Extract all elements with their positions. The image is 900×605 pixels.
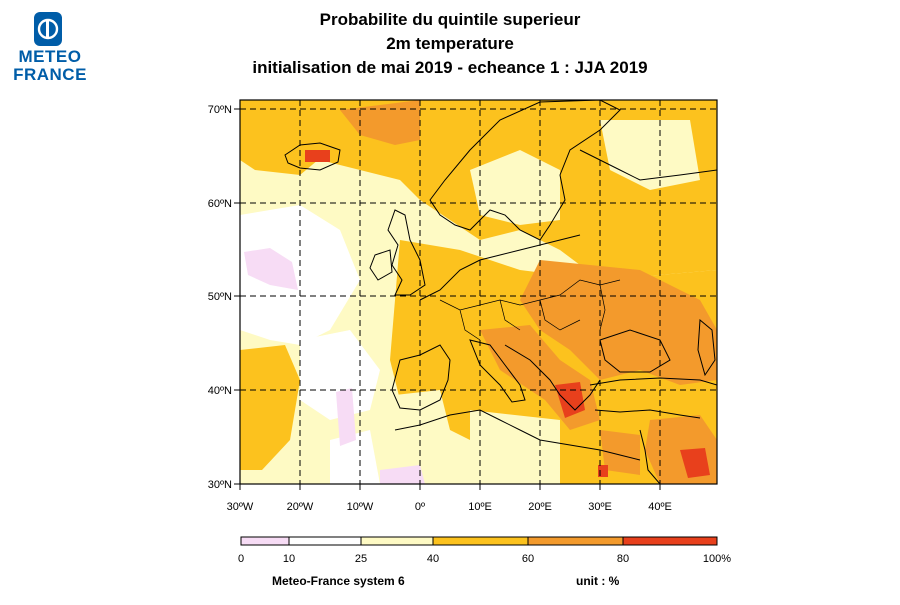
title-line-1: Probabilite du quintile superieur xyxy=(319,10,581,29)
lat-label-70: 70ºN xyxy=(208,104,232,116)
coast-italy xyxy=(469,339,526,403)
coast-turkey xyxy=(589,377,717,386)
model-system-label: Meteo-France system 6 xyxy=(272,574,405,588)
map-frame xyxy=(239,99,718,485)
logo-text-line2: FRANCE xyxy=(13,65,87,84)
colorbar-tick-80: 80 xyxy=(617,553,629,565)
field-yellow-atlantic xyxy=(240,345,300,470)
field-pink-3 xyxy=(380,465,425,484)
colorbar-tick-100: 100% xyxy=(703,553,731,565)
coast-caspian xyxy=(697,318,716,377)
coast-ireland xyxy=(369,249,393,281)
axis-ticks xyxy=(234,108,661,490)
lat-label-30: 30ºN xyxy=(208,479,232,491)
coast-scandinavia xyxy=(429,100,621,241)
coast-levant xyxy=(639,429,661,484)
field-red-levant xyxy=(680,448,710,478)
lon-label-10w: 10ºW xyxy=(347,501,374,513)
field-pale-africa xyxy=(470,410,560,484)
colorbar-tick-0: 0 xyxy=(238,553,244,565)
coast-balkans xyxy=(504,344,601,411)
title-line-2: 2m temperature xyxy=(386,34,514,53)
field-pink-1 xyxy=(244,248,298,290)
borders-inland xyxy=(439,279,621,341)
lon-label-20e: 20ºE xyxy=(528,501,552,513)
latitude-labels: 70ºN 60ºN 50ºN 40ºN 30ºN xyxy=(208,104,232,491)
colorbar: 0 10 25 40 60 80 100% xyxy=(238,536,731,565)
colorbar-segment-40-60 xyxy=(433,537,528,545)
colorbar-segment-80-100 xyxy=(623,537,717,545)
field-red-iceland xyxy=(305,150,330,162)
field-pink-2 xyxy=(336,388,356,446)
meteo-france-logo: METEO FRANCE xyxy=(8,8,92,92)
graticule xyxy=(240,100,717,484)
lat-label-50: 50ºN xyxy=(208,291,232,303)
field-orange-eastern-europe xyxy=(520,260,717,385)
coast-turkey-south xyxy=(594,409,701,419)
colorbar-segment-0-10 xyxy=(241,537,289,545)
lat-label-40: 40ºN xyxy=(208,385,232,397)
lon-label-10e: 10ºE xyxy=(468,501,492,513)
colorbar-tick-60: 60 xyxy=(522,553,534,565)
lon-label-30e: 30ºE xyxy=(588,501,612,513)
field-red-greece xyxy=(555,382,585,418)
field-orange-eastern-med xyxy=(600,430,640,475)
field-pale-iberia xyxy=(395,390,450,450)
colorbar-tick-40: 40 xyxy=(427,553,439,565)
colorbar-tick-10: 10 xyxy=(283,553,295,565)
longitude-labels: 30ºW 20ºW 10ºW 0º 10ºE 20ºE 30ºE 40ºE xyxy=(227,501,672,513)
coast-continent-north xyxy=(419,234,581,301)
colorbar-ticks: 0 10 25 40 60 80 100% xyxy=(238,553,731,565)
colorbar-tick-25: 25 xyxy=(355,553,367,565)
colorbar-frame xyxy=(240,536,718,546)
logo-text-line1: METEO xyxy=(18,47,82,66)
lon-label-40e: 40ºE xyxy=(648,501,672,513)
lon-label-20w: 20ºW xyxy=(287,501,314,513)
colorbar-segment-60-80 xyxy=(528,537,623,545)
colorbar-segment-25-40 xyxy=(361,537,433,545)
coastlines xyxy=(284,100,717,484)
coast-iceland xyxy=(284,142,341,171)
probability-field xyxy=(240,100,717,484)
unit-label: unit : % xyxy=(576,574,620,588)
field-pale-scandinavia xyxy=(470,150,560,225)
lat-label-60: 60ºN xyxy=(208,198,232,210)
coast-finland-russia xyxy=(579,149,717,181)
field-red-egypt xyxy=(598,465,608,477)
coast-britain xyxy=(387,209,426,296)
meteo-france-emblem-icon xyxy=(34,12,62,46)
coast-north-africa xyxy=(394,409,641,461)
lon-label-0: 0º xyxy=(415,501,425,513)
lon-label-30w: 30ºW xyxy=(227,501,254,513)
title-line-3: initialisation de mai 2019 - echeance 1 … xyxy=(252,58,648,77)
map-title-block: Probabilite du quintile superieur 2m tem… xyxy=(190,8,710,80)
colorbar-segment-10-25 xyxy=(289,537,361,545)
